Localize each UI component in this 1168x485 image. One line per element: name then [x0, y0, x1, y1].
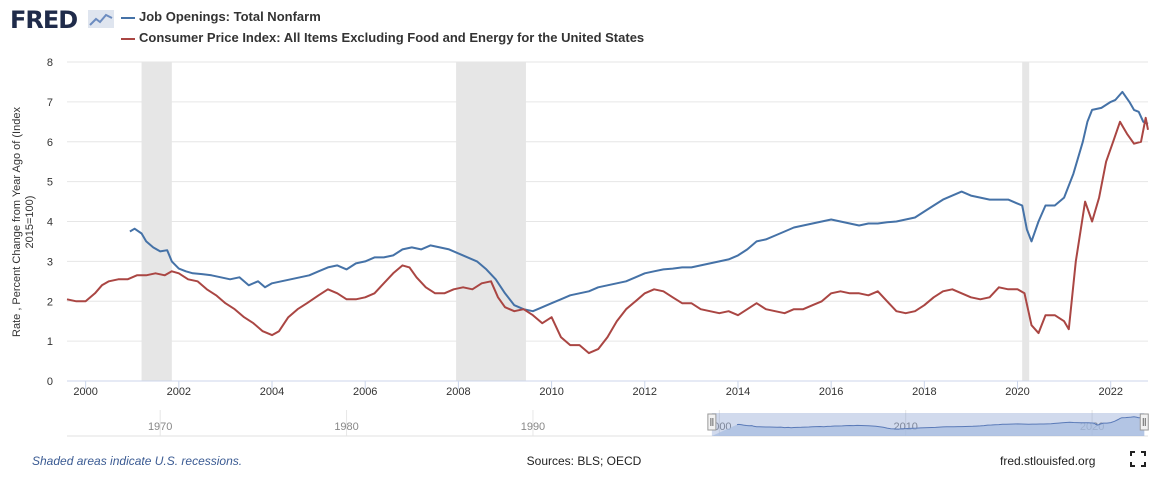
y-tick-label: 6 — [47, 137, 53, 149]
x-tick-label: 2022 — [1098, 386, 1122, 398]
x-tick-label: 2000 — [73, 386, 97, 398]
chart-line-icon — [88, 10, 114, 28]
x-tick-label: 2006 — [353, 386, 377, 398]
y-tick-label: 1 — [47, 336, 53, 348]
navigator-handle-right[interactable] — [1139, 413, 1149, 431]
legend-label: Job Openings: Total Nonfarm — [139, 9, 321, 24]
chart-header: FRED Job Openings: Total Nonfarm Consume… — [0, 0, 1168, 54]
legend-item-core-cpi[interactable]: Consumer Price Index: All Items Excludin… — [121, 30, 644, 45]
x-tick-label: 2014 — [726, 386, 750, 398]
y-tick-label: 7 — [47, 97, 53, 109]
legend-swatch-blue — [121, 16, 135, 19]
x-tick-label: 2004 — [260, 386, 284, 398]
legend-swatch-red — [121, 37, 135, 40]
legend-label: Consumer Price Index: All Items Excludin… — [139, 30, 645, 45]
y-axis-ticks: 0 1 2 3 4 5 6 7 8 — [47, 57, 53, 388]
sources-text: Sources: BLS; OECD — [526, 454, 642, 468]
series-line-1 — [129, 90, 1149, 313]
x-tick-label: 2002 — [167, 386, 191, 398]
navigator-tick-label: 1990 — [521, 421, 545, 433]
grid-lines — [67, 61, 1148, 382]
expand-icon[interactable] — [1130, 451, 1146, 467]
y-tick-label: 5 — [47, 177, 53, 189]
x-tick-label: 2012 — [633, 386, 657, 398]
x-axis-ticks: 2000 2002 2004 2006 2008 2010 2012 2014 2016 2018… — [73, 381, 1123, 398]
y-tick-label: 4 — [47, 217, 53, 229]
navigator-series-area — [711, 416, 1145, 436]
fred-logo[interactable]: FRED — [10, 6, 78, 34]
series-lines — [66, 90, 1149, 355]
y-tick-label: 0 — [47, 376, 53, 388]
range-navigator[interactable]: 197019801990200020102020 — [67, 410, 1149, 437]
navigator-handle-left[interactable] — [707, 413, 717, 431]
x-tick-label: 2018 — [912, 386, 936, 398]
legend-item-job-openings[interactable]: Job Openings: Total Nonfarm — [121, 9, 321, 24]
y-tick-label: 2 — [47, 296, 53, 308]
x-tick-label: 2020 — [1005, 386, 1029, 398]
recession-note[interactable]: Shaded areas indicate U.S. recessions. — [32, 454, 243, 468]
x-tick-label: 2010 — [539, 386, 563, 398]
series-line-2 — [66, 116, 1149, 355]
x-tick-label: 2016 — [819, 386, 843, 398]
y-tick-label: 8 — [47, 57, 53, 69]
navigator-tick-label: 1970 — [148, 421, 172, 433]
y-tick-label: 3 — [47, 256, 53, 268]
navigator-tick-label: 1980 — [334, 421, 358, 433]
site-link[interactable]: fred.stlouisfed.org — [1000, 454, 1096, 468]
x-tick-label: 2008 — [446, 386, 470, 398]
navigator-series-line — [736, 416, 1145, 430]
